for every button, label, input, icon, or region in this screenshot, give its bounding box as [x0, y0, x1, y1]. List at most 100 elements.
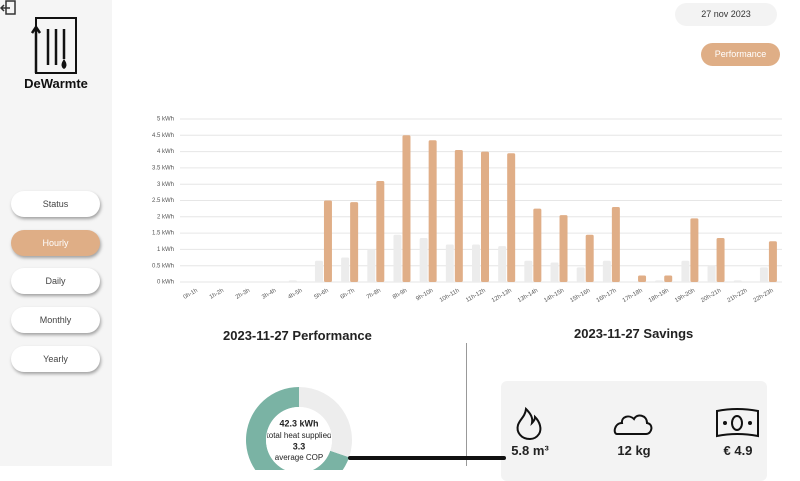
- logo: [31, 17, 77, 74]
- x-tick-label: 8h-9h: [392, 288, 408, 301]
- x-tick-label: 11h-12h: [465, 288, 487, 304]
- page: DeWarmte Status Hourly Daily Monthly Yearly …: [0, 0, 782, 481]
- x-tick-label: 3h-4h: [261, 288, 277, 301]
- x-tick-label: 12h-13h: [491, 288, 513, 304]
- x-tick-label: 17h-18h: [622, 288, 644, 304]
- y-tick-label: 1 kWh: [157, 247, 174, 253]
- bar: [341, 257, 350, 282]
- bar: [367, 249, 376, 282]
- x-tick-label: 0h-1h: [183, 288, 199, 301]
- x-tick-label: 2h-3h: [235, 288, 251, 301]
- x-tick-label: 5h-6h: [313, 288, 329, 301]
- brand: DeWarmte: [24, 76, 88, 91]
- donut-label: 42.3 kWh: [279, 418, 318, 428]
- y-tick-label: 2 kWh: [157, 214, 174, 220]
- bar: [533, 208, 542, 282]
- bar: [664, 275, 673, 282]
- bar: [428, 140, 437, 282]
- y-tick-label: 4 kWh: [157, 149, 174, 155]
- bar: [445, 244, 454, 282]
- bar: [507, 153, 516, 282]
- bar: [498, 246, 507, 282]
- bar: [323, 200, 332, 282]
- savings-title: 2023-11-27 Savings: [574, 326, 694, 341]
- bar: [655, 280, 664, 282]
- x-tick-label: 18h-19h: [648, 288, 670, 304]
- x-tick-label: 10h-11h: [439, 288, 461, 304]
- x-tick-label: 4h-5h: [287, 288, 303, 301]
- x-tick-label: 1h-2h: [209, 288, 225, 301]
- x-tick-label: 9h-10h: [415, 288, 434, 303]
- y-tick-label: 1.5 kWh: [152, 231, 174, 237]
- bar: [314, 260, 323, 282]
- co2-saving: 12 kg: [617, 443, 651, 458]
- x-tick-label: 20h-21h: [700, 288, 722, 304]
- bar: [559, 215, 568, 282]
- scrollbar[interactable]: [348, 456, 506, 460]
- performance-title: 2023-11-27 Performance: [223, 328, 372, 343]
- bar: [350, 202, 359, 282]
- bar: [585, 234, 594, 282]
- donut-label: 3.3: [293, 441, 306, 451]
- bar: [481, 151, 489, 282]
- bar: [690, 218, 699, 282]
- bar: [681, 260, 690, 282]
- bar: [602, 260, 611, 282]
- menu-button[interactable]: Status: [11, 191, 100, 217]
- gas-saving: 5.8 m³: [511, 443, 549, 458]
- bar: [288, 280, 297, 282]
- donut-label: average COP: [275, 453, 323, 462]
- bar: [419, 237, 428, 282]
- y-tick-label: 2.5 kWh: [152, 198, 174, 204]
- y-tick-label: 3 kWh: [157, 182, 174, 188]
- bar: [733, 280, 742, 282]
- x-tick-label: 13h-14h: [517, 288, 539, 304]
- savings-icons: [516, 406, 759, 441]
- x-tick-label: 15h-16h: [569, 288, 591, 304]
- donut-segment: [299, 387, 352, 458]
- y-tick-label: 0 kWh: [157, 280, 174, 286]
- bar: [472, 244, 480, 282]
- menu-button[interactable]: Monthly: [11, 307, 100, 334]
- bar: [638, 275, 647, 282]
- x-tick-label: 19h-20h: [674, 288, 696, 304]
- bar: [576, 267, 585, 282]
- y-tick-label: 5 kWh: [157, 117, 174, 123]
- bar: [707, 265, 716, 282]
- x-tick-label: 14h-15h: [543, 288, 565, 304]
- bar: [524, 260, 533, 282]
- x-tick-label: 7h-8h: [366, 288, 382, 301]
- bar: [716, 237, 725, 282]
- menu-button[interactable]: Daily: [11, 268, 100, 295]
- donut-hole: [266, 407, 332, 470]
- x-tick-label: 22h-23h: [753, 288, 775, 304]
- donut-segment: [246, 387, 350, 470]
- y-tick-label: 3.5 kWh: [152, 165, 174, 171]
- chart: 0 kWh 0.5 kWh 1 kWh 1.5 kWh 2 kWh 2.5 kWh 3 kW…: [152, 117, 782, 304]
- bar: [611, 207, 620, 282]
- money-saving: € 4.9: [723, 443, 753, 458]
- bar: [550, 262, 559, 282]
- y-tick-label: 0.5 kWh: [152, 263, 174, 269]
- savings-card: [501, 381, 767, 481]
- x-tick-label: 6h-7h: [340, 288, 356, 301]
- menu-button[interactable]: Hourly: [11, 229, 100, 256]
- y-tick-label: 4.5 kWh: [152, 133, 174, 139]
- x-tick-label: 16h-17h: [596, 288, 618, 304]
- bar: [759, 267, 768, 282]
- bar: [402, 135, 411, 282]
- sidebar: DeWarmte Status Hourly Daily Monthly Yearly: [0, 0, 112, 466]
- divider: [466, 343, 467, 466]
- bar: [393, 234, 402, 282]
- bar: [454, 149, 463, 282]
- bar: [376, 180, 385, 282]
- donut-label: total heat supplied: [267, 431, 332, 440]
- x-tick-label: 21h-22h: [726, 288, 748, 304]
- performance-button[interactable]: Performance: [701, 43, 780, 66]
- bar: [768, 241, 777, 282]
- exit-icon[interactable]: [0, 0, 16, 16]
- menu-button[interactable]: Yearly: [11, 345, 100, 372]
- date-picker[interactable]: 27 nov 2023: [675, 3, 777, 26]
